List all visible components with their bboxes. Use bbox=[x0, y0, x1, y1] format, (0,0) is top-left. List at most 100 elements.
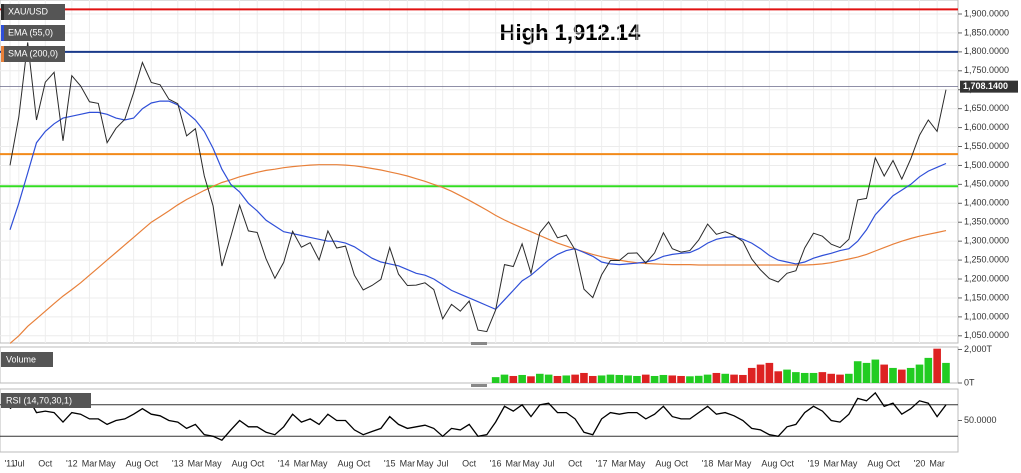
volume-bar bbox=[747, 367, 756, 383]
x-tick-label: Oct bbox=[886, 458, 901, 468]
x-tick-label: Oct bbox=[674, 458, 689, 468]
y-tick-label: 0T bbox=[964, 377, 975, 387]
volume-bar bbox=[836, 374, 844, 383]
volume-bar bbox=[730, 374, 738, 383]
volume-bar bbox=[597, 375, 606, 383]
y-tick-label: 1,600.0000 bbox=[964, 122, 1009, 132]
volume-bar bbox=[756, 364, 765, 383]
volume-bar bbox=[536, 373, 544, 383]
price-panel bbox=[0, 0, 959, 344]
volume-bar bbox=[527, 376, 535, 383]
volume-bar bbox=[818, 372, 827, 383]
x-tick-label: Jul bbox=[13, 458, 25, 468]
x-tick-label: May bbox=[522, 458, 540, 468]
x-tick-label: Oct bbox=[568, 458, 583, 468]
volume-bar bbox=[659, 374, 668, 383]
y-tick-label: 1,650.0000 bbox=[964, 103, 1009, 113]
volume-bar bbox=[686, 376, 694, 383]
volume-bar bbox=[588, 375, 597, 383]
x-tick-label: Aug bbox=[867, 458, 883, 468]
volume-bar bbox=[765, 362, 774, 383]
legend-swatch bbox=[1, 46, 4, 62]
x-tick-label: Aug bbox=[655, 458, 671, 468]
volume-bar bbox=[906, 367, 915, 383]
volume-bar bbox=[862, 362, 871, 383]
y-tick-label: 2,000T bbox=[964, 344, 993, 354]
x-tick-label: Jul bbox=[437, 458, 449, 468]
y-tick-label: 1,250.0000 bbox=[964, 254, 1009, 264]
current-price-box bbox=[960, 80, 1018, 93]
x-tick-label: '18 bbox=[702, 458, 714, 468]
x-tick-label: Oct bbox=[462, 458, 477, 468]
volume-bar bbox=[641, 374, 650, 383]
y-tick-label: 50.0000 bbox=[964, 415, 997, 425]
x-tick-label: May bbox=[840, 458, 858, 468]
y-tick-label: 1,100.0000 bbox=[964, 311, 1009, 321]
x-tick-label: Oct bbox=[250, 458, 265, 468]
y-tick-label: 1,900.0000 bbox=[964, 8, 1009, 18]
legend-box[interactable] bbox=[1, 46, 65, 62]
y-tick-label: 1,800.0000 bbox=[964, 46, 1009, 56]
y-tick-label: 1,150.0000 bbox=[964, 292, 1009, 302]
x-tick-label: '16 bbox=[490, 458, 502, 468]
volume-bar bbox=[774, 371, 783, 383]
resize-handle[interactable] bbox=[471, 342, 487, 345]
volume-bar bbox=[633, 375, 641, 383]
volume-bar bbox=[809, 372, 818, 383]
volume-bar bbox=[792, 372, 800, 383]
legend-label: SMA (200,0) bbox=[8, 48, 58, 58]
legend-label: XAU/USD bbox=[8, 6, 49, 16]
volume-bar bbox=[898, 369, 906, 383]
volume-bar bbox=[509, 375, 518, 383]
x-tick-label: '19 bbox=[808, 458, 820, 468]
legend-box[interactable] bbox=[1, 4, 65, 20]
volume-bar bbox=[703, 374, 712, 383]
volume-bar bbox=[544, 374, 553, 383]
x-tick-label: '17 bbox=[596, 458, 608, 468]
annotation: High 1,912.14 bbox=[500, 20, 641, 45]
legend-swatch bbox=[1, 4, 4, 20]
volume-bar bbox=[615, 374, 624, 383]
x-tick-label: '12 bbox=[66, 458, 78, 468]
y-tick-label: 1,300.0000 bbox=[964, 236, 1009, 246]
x-tick-label: Mar bbox=[294, 458, 310, 468]
x-tick-label: '14 bbox=[278, 458, 290, 468]
price-line bbox=[9, 100, 947, 311]
panel-label: Volume bbox=[6, 354, 36, 364]
x-tick-label: Oct bbox=[356, 458, 371, 468]
x-tick-label: '15 bbox=[384, 458, 396, 468]
current-price-label: 1,708.1400 bbox=[963, 81, 1008, 91]
legend-box[interactable] bbox=[1, 25, 65, 41]
y-tick-label: 1,400.0000 bbox=[964, 198, 1009, 208]
x-tick-label: May bbox=[417, 458, 435, 468]
y-tick-label: 1,200.0000 bbox=[964, 273, 1009, 283]
x-tick-label: Mar bbox=[188, 458, 204, 468]
volume-bar bbox=[721, 373, 730, 383]
y-tick-label: 1,350.0000 bbox=[964, 217, 1009, 227]
panel-label-box bbox=[1, 352, 53, 367]
volume-bar bbox=[827, 373, 835, 383]
volume-bar bbox=[694, 375, 703, 383]
resize-handle[interactable] bbox=[471, 384, 487, 387]
volume-bar bbox=[624, 375, 632, 383]
x-tick-label: May bbox=[628, 458, 646, 468]
volume-bar bbox=[739, 374, 747, 383]
volume-bar bbox=[933, 348, 941, 383]
price-line bbox=[9, 42, 947, 333]
x-tick-label: Mar bbox=[717, 458, 733, 468]
x-tick-label: '13 bbox=[172, 458, 184, 468]
legend-label: EMA (55,0) bbox=[8, 27, 53, 37]
volume-bar bbox=[880, 364, 888, 383]
volume-bar bbox=[580, 372, 588, 383]
x-tick-label: Oct bbox=[38, 458, 53, 468]
volume-bar bbox=[942, 362, 950, 383]
y-tick-label: 1,450.0000 bbox=[964, 179, 1009, 189]
panel-label: RSI (14,70,30,1) bbox=[6, 395, 72, 405]
x-tick-label: Jul bbox=[543, 458, 555, 468]
x-tick-label: May bbox=[311, 458, 329, 468]
x-tick-label: '11 bbox=[4, 458, 15, 468]
volume-bar bbox=[871, 359, 880, 383]
volume-bar bbox=[668, 375, 677, 383]
volume-bar bbox=[783, 369, 791, 383]
